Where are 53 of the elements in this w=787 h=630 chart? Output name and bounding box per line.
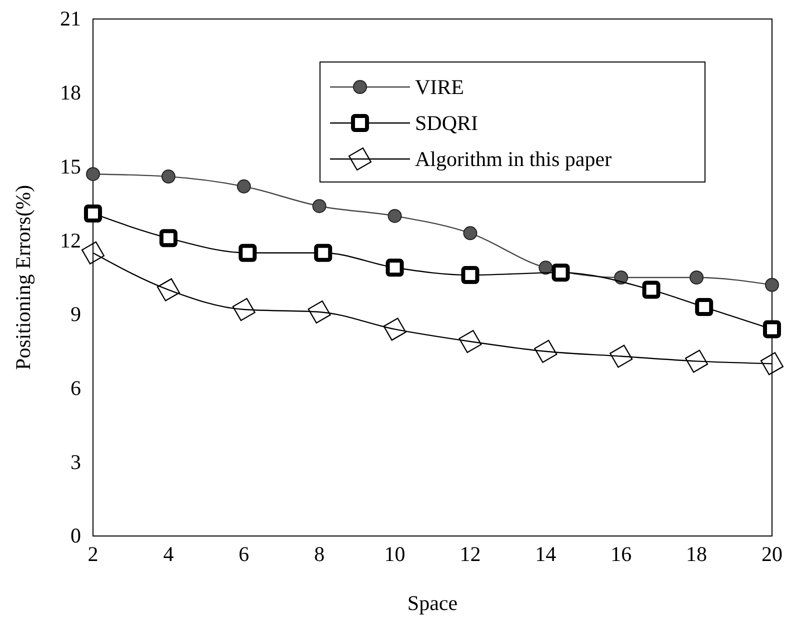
point	[86, 167, 100, 182]
point	[685, 350, 708, 373]
point	[463, 226, 478, 240]
x-tick-label: 14	[535, 542, 557, 566]
x-tick-label: 16	[610, 542, 632, 566]
legend-label: Algorithm in this paper	[415, 147, 612, 171]
point	[308, 300, 331, 324]
point	[760, 352, 784, 376]
point	[238, 244, 257, 262]
point	[763, 320, 781, 338]
point	[458, 330, 482, 354]
point	[765, 278, 779, 292]
x-axis-title: Space	[407, 591, 458, 615]
point	[552, 264, 570, 282]
y-tick-label: 15	[60, 154, 81, 178]
x-tick-label: 20	[762, 542, 782, 566]
point	[312, 199, 326, 214]
point	[383, 318, 406, 341]
legend-label: SDQRI	[415, 111, 478, 135]
point	[84, 204, 102, 222]
x-tick-label: 2	[88, 542, 98, 566]
y-tick-label: 21	[60, 6, 81, 31]
x-tick-label: 12	[460, 542, 481, 566]
y-tick-label: 6	[70, 376, 81, 400]
point	[642, 280, 660, 299]
point	[461, 266, 480, 284]
y-axis-title: Positioning Errors(%)	[11, 185, 35, 370]
point	[695, 298, 714, 316]
x-tick-label: 10	[384, 542, 406, 566]
legend-label: VIRE	[415, 75, 464, 99]
x-tick-label: 18	[686, 542, 708, 566]
point	[314, 244, 332, 262]
point	[236, 179, 251, 194]
point	[388, 208, 402, 223]
point	[81, 241, 105, 264]
y-tick-label: 12	[60, 228, 81, 252]
y-tick-label: 18	[60, 80, 81, 105]
point	[386, 258, 404, 277]
x-tick-label: 8	[314, 542, 325, 566]
point	[538, 260, 553, 275]
y-tick-label: 9	[70, 302, 81, 326]
x-tick-label: 4	[163, 542, 174, 566]
y-tick-label: 3	[70, 450, 81, 474]
point	[159, 229, 178, 248]
point	[161, 170, 176, 184]
y-tick-label: 0	[70, 524, 81, 548]
point	[534, 340, 558, 363]
point	[156, 278, 180, 302]
point	[232, 298, 256, 322]
x-tick-label: 6	[238, 542, 250, 566]
point	[610, 344, 633, 368]
point	[690, 270, 704, 284]
point	[614, 270, 628, 284]
